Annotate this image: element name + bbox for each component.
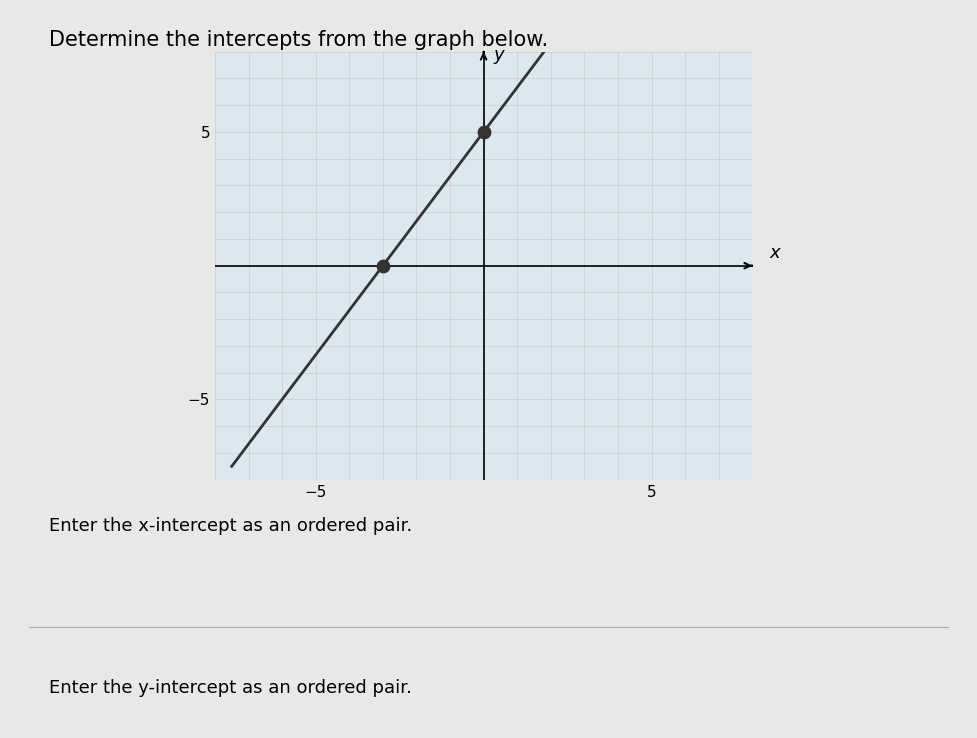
Text: Determine the intercepts from the graph below.: Determine the intercepts from the graph … — [49, 30, 548, 49]
Text: y: y — [493, 46, 504, 63]
Text: Enter the x-intercept as an ordered pair.: Enter the x-intercept as an ordered pair… — [49, 517, 412, 534]
Text: x: x — [769, 244, 780, 262]
Point — [375, 260, 391, 272]
Point — [476, 126, 491, 138]
Text: Enter the y-intercept as an ordered pair.: Enter the y-intercept as an ordered pair… — [49, 679, 411, 697]
